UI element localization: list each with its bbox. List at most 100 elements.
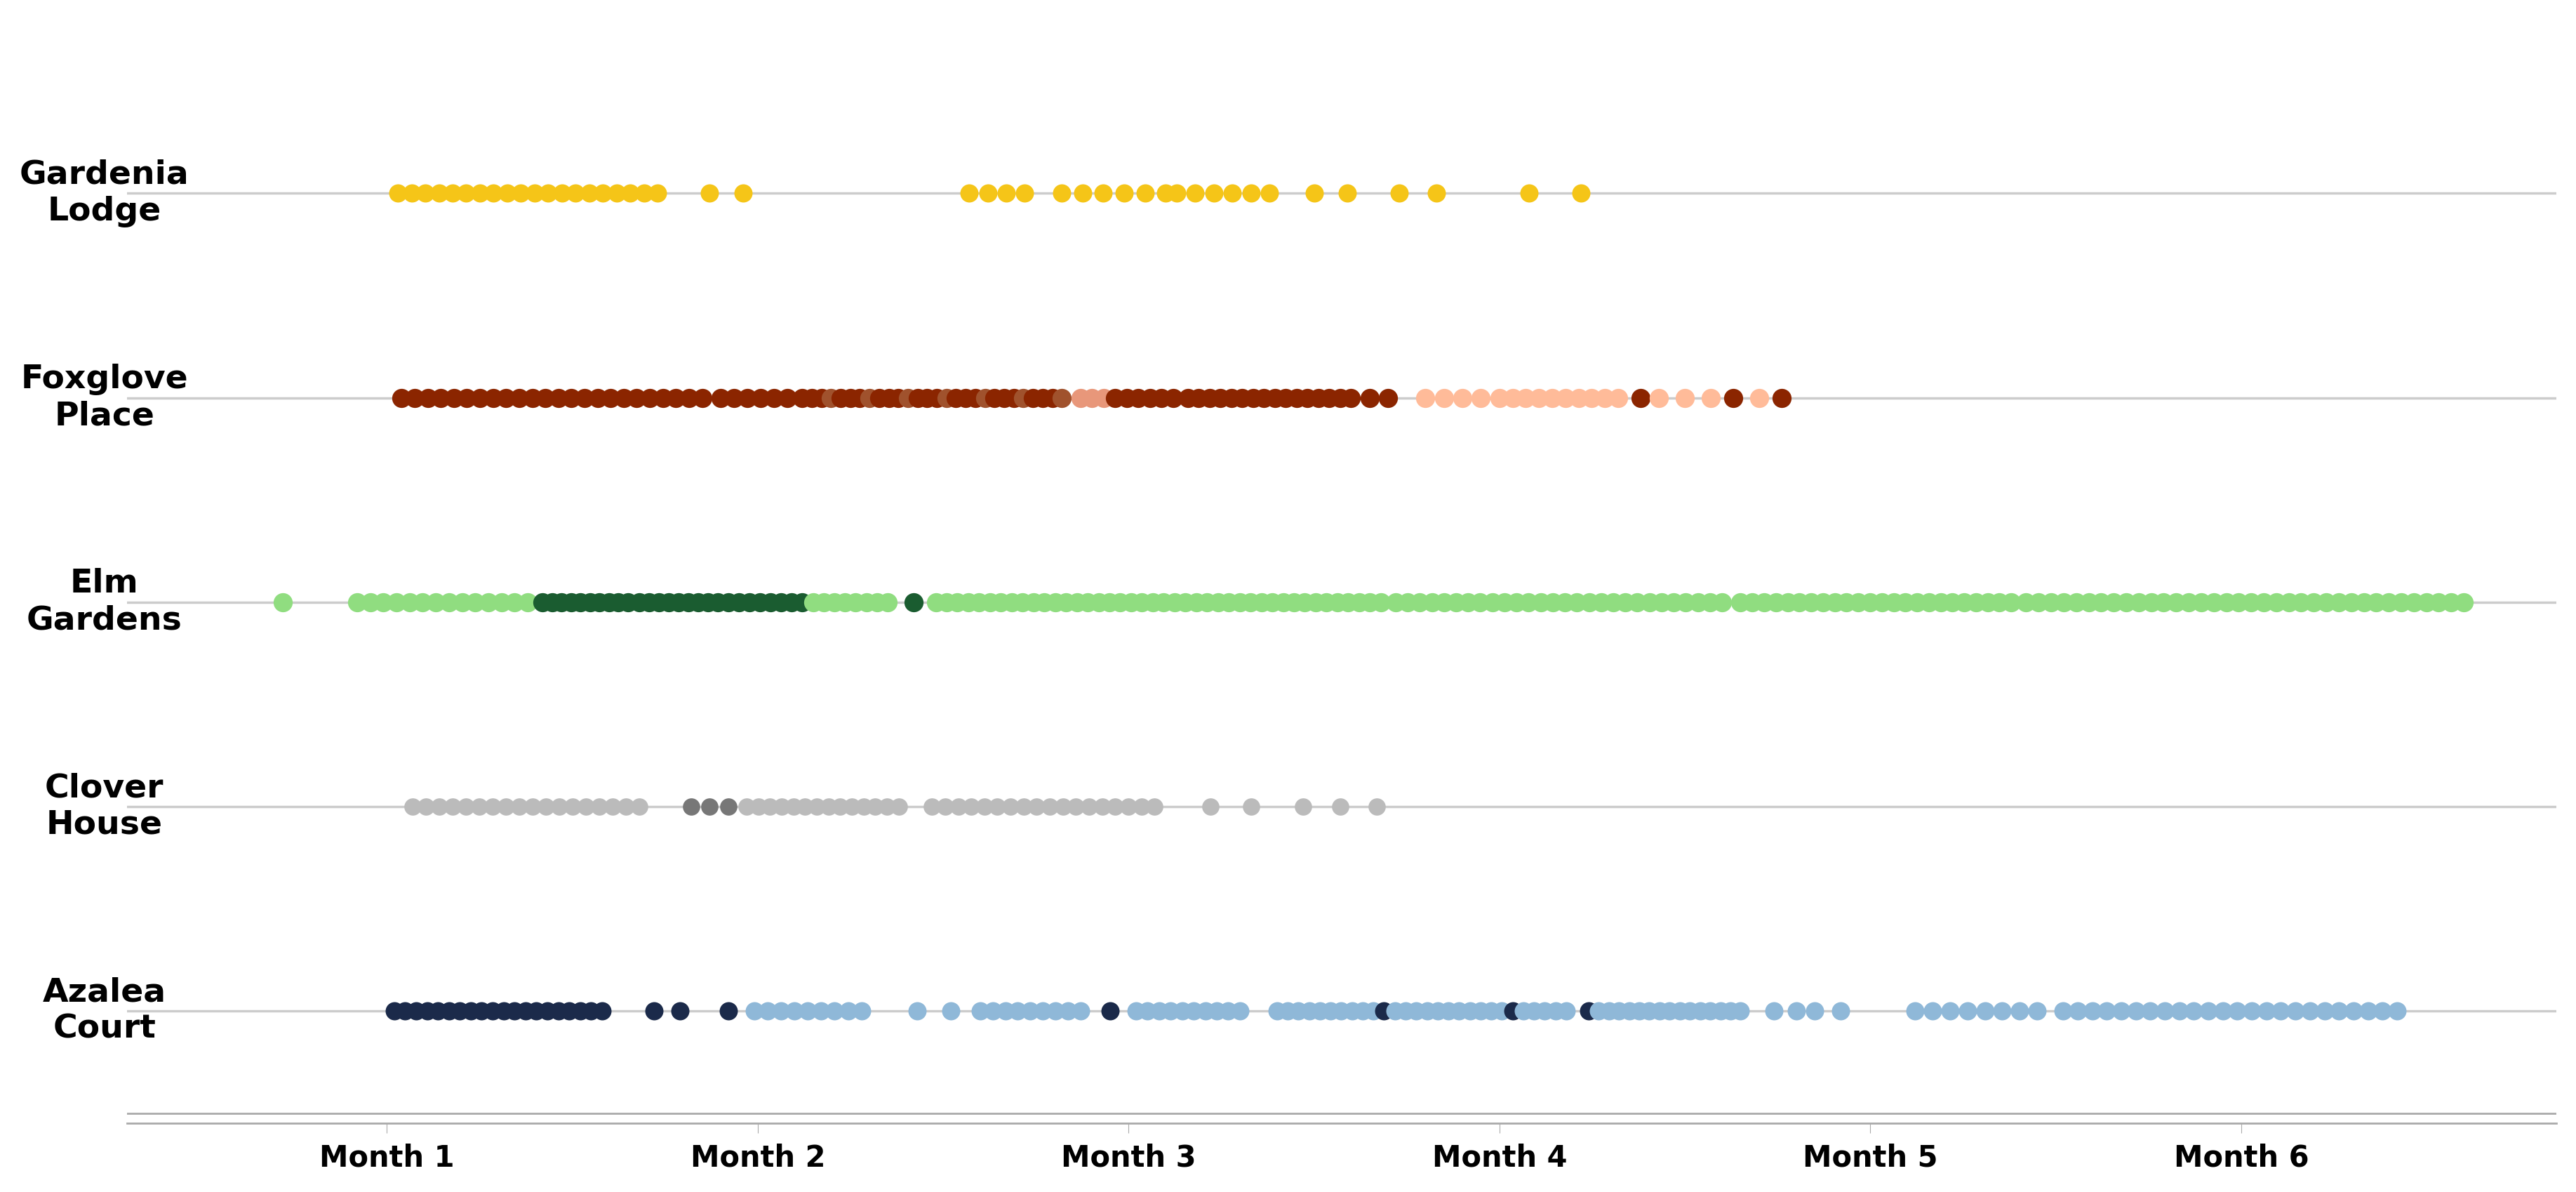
Point bbox=[1507, 592, 1548, 611]
Point bbox=[1211, 389, 1252, 408]
Point bbox=[1141, 389, 1182, 408]
Point bbox=[1311, 1001, 1352, 1020]
Point bbox=[963, 797, 1005, 817]
Point bbox=[554, 184, 595, 203]
Point bbox=[392, 797, 433, 817]
Point bbox=[1605, 592, 1646, 611]
Point bbox=[912, 797, 953, 817]
Point bbox=[721, 184, 762, 203]
Point bbox=[814, 1001, 855, 1020]
Point bbox=[2143, 1001, 2184, 1020]
Point bbox=[392, 184, 433, 203]
Point bbox=[739, 592, 781, 611]
Point bbox=[1316, 592, 1358, 611]
Point bbox=[855, 592, 896, 611]
Point bbox=[1911, 1001, 1953, 1020]
Point bbox=[618, 797, 659, 817]
Point bbox=[726, 797, 768, 817]
Point bbox=[657, 592, 698, 611]
Point bbox=[1569, 592, 1610, 611]
Point bbox=[824, 592, 866, 611]
Point bbox=[1510, 184, 1551, 203]
Point bbox=[1190, 389, 1231, 408]
Point bbox=[969, 592, 1010, 611]
Point bbox=[925, 592, 966, 611]
Point bbox=[1190, 797, 1231, 817]
Point bbox=[1721, 592, 1762, 611]
Point bbox=[1255, 389, 1296, 408]
Point bbox=[598, 592, 639, 611]
Point bbox=[580, 592, 621, 611]
Point bbox=[1218, 1001, 1260, 1020]
Point bbox=[1448, 592, 1489, 611]
Point bbox=[507, 592, 549, 611]
Point bbox=[1638, 389, 1680, 408]
Point bbox=[2043, 1001, 2084, 1020]
Point bbox=[1437, 1001, 1479, 1020]
Point bbox=[1945, 592, 1986, 611]
Point bbox=[1200, 389, 1242, 408]
Point bbox=[1100, 592, 1141, 611]
Point bbox=[989, 797, 1030, 817]
Point bbox=[1932, 592, 1973, 611]
Point bbox=[974, 389, 1015, 408]
Point bbox=[484, 797, 526, 817]
Point bbox=[1571, 389, 1613, 408]
Point bbox=[2318, 1001, 2360, 1020]
Point bbox=[582, 184, 623, 203]
Point bbox=[1046, 592, 1087, 611]
Point bbox=[868, 389, 909, 408]
Point bbox=[1762, 389, 1803, 408]
Point bbox=[1618, 592, 1659, 611]
Point bbox=[500, 389, 541, 408]
Point bbox=[1479, 389, 1520, 408]
Point bbox=[2017, 592, 2058, 611]
Point bbox=[1095, 389, 1136, 408]
Point bbox=[1154, 592, 1195, 611]
Point bbox=[1231, 184, 1273, 203]
Point bbox=[1981, 1001, 2022, 1020]
Point bbox=[1664, 389, 1705, 408]
Point bbox=[1265, 389, 1306, 408]
Point bbox=[605, 797, 647, 817]
Point bbox=[1525, 1001, 1566, 1020]
Point bbox=[1296, 592, 1337, 611]
Point bbox=[1023, 1001, 1064, 1020]
Point bbox=[611, 184, 652, 203]
Point bbox=[1700, 1001, 1741, 1020]
Point bbox=[1133, 797, 1175, 817]
Point bbox=[719, 592, 760, 611]
Point bbox=[381, 389, 422, 408]
Point bbox=[417, 184, 459, 203]
Point bbox=[1229, 592, 1270, 611]
Point bbox=[2069, 592, 2110, 611]
Point bbox=[840, 1001, 881, 1020]
Point bbox=[796, 797, 837, 817]
Point bbox=[811, 389, 853, 408]
Point bbox=[2406, 592, 2447, 611]
Point bbox=[858, 389, 899, 408]
Point bbox=[551, 592, 592, 611]
Point bbox=[1110, 592, 1151, 611]
Point bbox=[538, 797, 580, 817]
Point bbox=[2290, 1001, 2331, 1020]
Point bbox=[456, 592, 497, 611]
Point bbox=[1502, 1001, 1543, 1020]
Point bbox=[1826, 592, 1868, 611]
Point bbox=[994, 389, 1036, 408]
Point bbox=[2257, 592, 2298, 611]
Point bbox=[1546, 1001, 1587, 1020]
Point bbox=[1754, 1001, 1795, 1020]
Point bbox=[1404, 389, 1445, 408]
Point bbox=[1133, 592, 1175, 611]
Point bbox=[1417, 184, 1458, 203]
Point bbox=[951, 797, 992, 817]
Point bbox=[2058, 1001, 2099, 1020]
Point bbox=[819, 389, 860, 408]
Point bbox=[1208, 1001, 1249, 1020]
Point bbox=[984, 389, 1025, 408]
Point bbox=[801, 1001, 842, 1020]
Point bbox=[1252, 592, 1293, 611]
Point bbox=[1010, 1001, 1051, 1020]
Point bbox=[2344, 592, 2385, 611]
